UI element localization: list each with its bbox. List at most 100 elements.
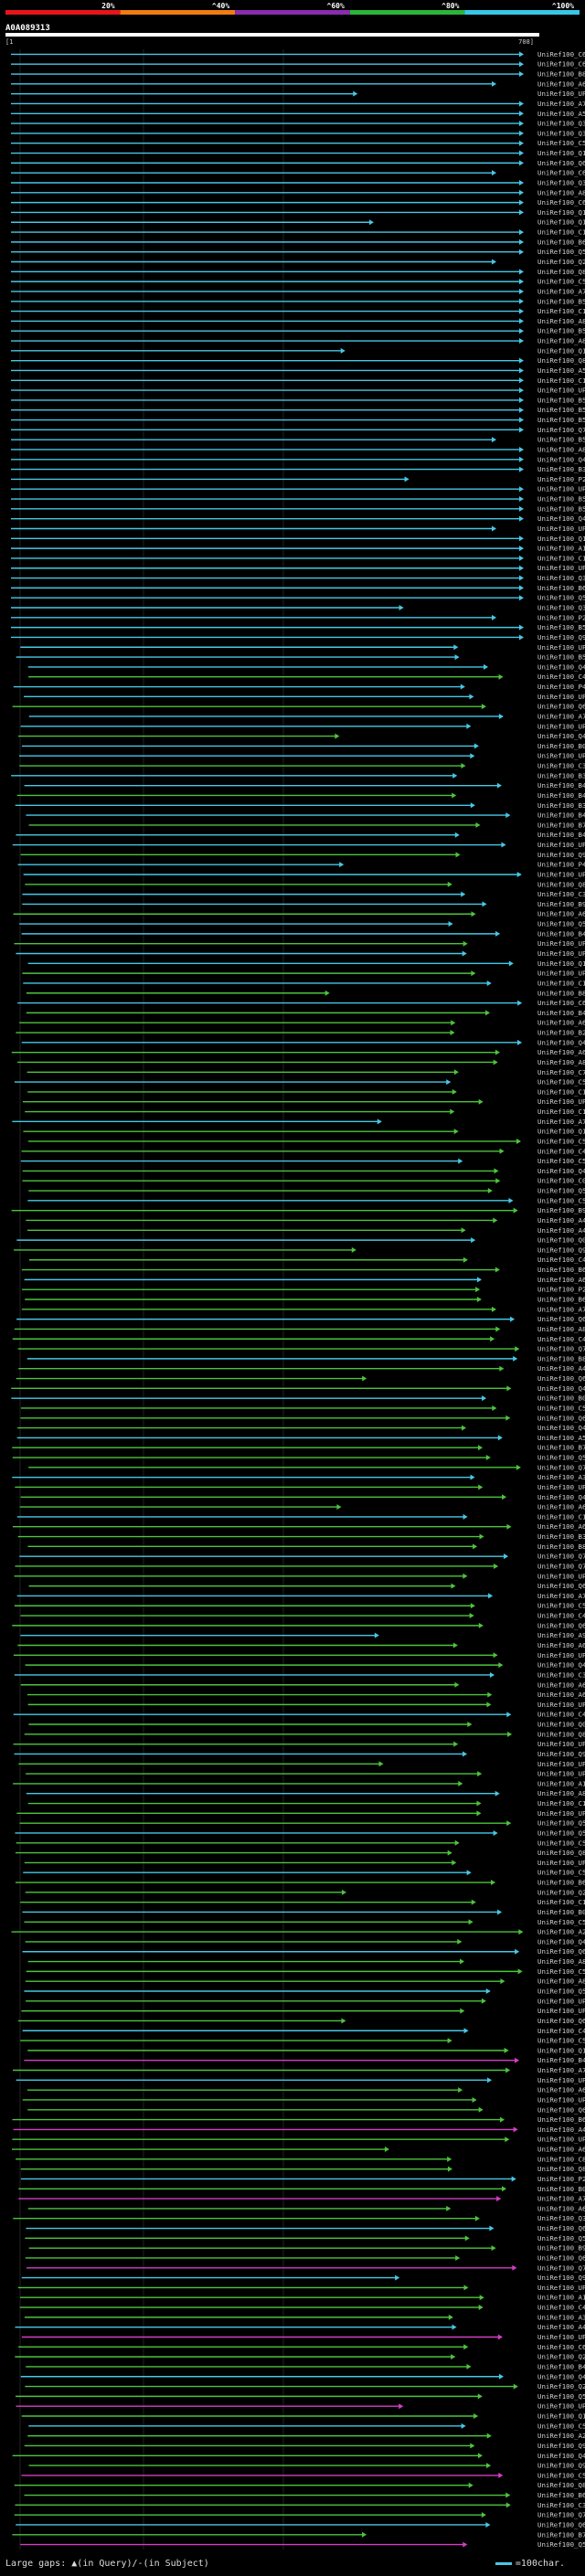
hit-label[interactable]: UniRef100_UP1000.. (537, 1859, 585, 1867)
hit-label[interactable]: UniRef100_C1BG51 (537, 376, 585, 385)
hit-label[interactable]: UniRef100_Q1E7V2 (537, 2412, 585, 2421)
hit-label[interactable]: UniRef100_UP1000.. (537, 525, 585, 533)
hit-label[interactable]: UniRef100_A6QE58 (537, 1641, 585, 1649)
hit-label[interactable]: UniRef100_C5DP58 (537, 1602, 585, 1610)
hit-label[interactable]: UniRef100_Q1H9Q0 (537, 2046, 585, 2054)
hit-label[interactable]: UniRef100_B8GPM9 (537, 989, 585, 997)
hit-label[interactable]: UniRef100_Q9XN28 (537, 1246, 585, 1254)
hit-label[interactable]: UniRef100_B6QK43 (537, 1296, 585, 1304)
hit-label[interactable]: UniRef100_Q6BZM2 (537, 2017, 585, 2025)
hit-label[interactable]: UniRef100_A1RHD8 (537, 545, 585, 553)
hit-label[interactable]: UniRef100_C6TK14 (537, 60, 585, 69)
hit-label[interactable]: UniRef100_Q8BKE0 (537, 1849, 585, 1857)
hit-label[interactable]: UniRef100_A6ZLX5 (537, 1276, 585, 1284)
hit-label[interactable]: UniRef100_Q5DFE9 (537, 1187, 585, 1195)
hit-label[interactable]: UniRef100_C3M5E0 (537, 2501, 585, 2509)
hit-label[interactable]: UniRef100_C3S8P7 (537, 890, 585, 898)
hit-label[interactable]: UniRef100_Q5KV44 (537, 1454, 585, 1462)
hit-label[interactable]: UniRef100_Q7RN39 (537, 1463, 585, 1471)
hit-label[interactable]: UniRef100_C4JXC6 (537, 1147, 585, 1155)
hit-label[interactable]: UniRef100_UP1000.. (537, 752, 585, 760)
hit-label[interactable]: UniRef100_A5KLT1 (537, 1434, 585, 1442)
hit-label[interactable]: UniRef100_Q5CN17 (537, 1829, 585, 1837)
hit-label[interactable]: UniRef100_B6QX44 (537, 2115, 585, 2124)
hit-label[interactable]: UniRef100_UP1000.. (537, 2007, 585, 2015)
hit-label[interactable]: UniRef100_Q20NP7 (537, 1888, 585, 1896)
hit-label[interactable]: UniRef100_B6T576 (537, 238, 585, 246)
hit-label[interactable]: UniRef100_A7V1W1 (537, 2066, 585, 2074)
hit-label[interactable]: UniRef100_Q0W0Z7 (537, 1721, 585, 1729)
hit-label[interactable]: UniRef100_UP1000.. (537, 643, 585, 652)
hit-label[interactable]: UniRef100_Q6DRM1 (537, 1621, 585, 1629)
hit-label[interactable]: UniRef100_B5XKF7 (537, 327, 585, 335)
hit-label[interactable]: UniRef100_UP1000.. (537, 722, 585, 730)
hit-label[interactable]: UniRef100_UP1000.. (537, 970, 585, 978)
hit-label[interactable]: UniRef100_A3DMU6 (537, 2313, 585, 2321)
hit-label[interactable]: UniRef100_Q5CY51 (537, 1819, 585, 1828)
hit-label[interactable]: UniRef100_Q38MU2 (537, 178, 585, 186)
hit-label[interactable]: UniRef100_C1GNM6 (537, 1108, 585, 1116)
hit-label[interactable]: UniRef100_Q7NUM3 (537, 2511, 585, 2519)
hit-label[interactable]: UniRef100_C5XY69 (537, 139, 585, 147)
hit-label[interactable]: UniRef100_B5XKN3 (537, 416, 585, 424)
hit-label[interactable]: UniRef100_C5X6B5 (537, 1157, 585, 1165)
hit-label[interactable]: UniRef100_B5XFD6 (537, 436, 585, 444)
hit-label[interactable]: UniRef100_B0Y838 (537, 1394, 585, 1403)
hit-label[interactable]: UniRef100_Q9S2D5 (537, 2462, 585, 2470)
hit-label[interactable]: UniRef100_A6SS04 (537, 1019, 585, 1027)
hit-label[interactable]: UniRef100_A7HM14 (537, 1118, 585, 1126)
hit-label[interactable]: UniRef100_A8L543 (537, 1957, 585, 1966)
hit-label[interactable]: UniRef100_A8BBZ5 (537, 1977, 585, 1986)
hit-label[interactable]: UniRef100_Q6CRB6 (537, 1582, 585, 1590)
hit-label[interactable]: UniRef100_P40301 (537, 861, 585, 869)
hit-label[interactable]: UniRef100_Q7Z488 (537, 1553, 585, 1561)
hit-label[interactable]: UniRef100_Q6P9V5 (537, 703, 585, 711)
hit-label[interactable]: UniRef100_C4R5T3 (537, 1612, 585, 1620)
hit-label[interactable]: UniRef100_B3P4B8 (537, 771, 585, 779)
hit-label[interactable]: UniRef100_Q38MS2 (537, 120, 585, 128)
hit-label[interactable]: UniRef100_B2W7D1 (537, 1029, 585, 1037)
hit-label[interactable]: UniRef100_B8M597 (537, 1354, 585, 1362)
hit-label[interactable]: UniRef100_Q10KF0 (537, 149, 585, 157)
hit-label[interactable]: UniRef100_B7FHR8 (537, 1444, 585, 1452)
hit-label[interactable]: UniRef100_UP1000.. (537, 1701, 585, 1709)
hit-label[interactable]: UniRef100_B9WC22 (537, 900, 585, 908)
hit-label[interactable]: UniRef100_Q9VLZ2 (537, 2274, 585, 2282)
hit-label[interactable]: UniRef100_B5XG15 (537, 297, 585, 305)
hit-label[interactable]: UniRef100_A4HC34 (537, 1364, 585, 1373)
hit-label[interactable]: UniRef100_Q9S4T9 (537, 1750, 585, 1758)
hit-label[interactable]: UniRef100_B4PQ28 (537, 2362, 585, 2370)
hit-label[interactable]: UniRef100_C8Z928 (537, 2155, 585, 2163)
hit-label[interactable]: UniRef100_Q4WQZ1 (537, 2452, 585, 2460)
hit-label[interactable]: UniRef100_Q8T0Y8 (537, 356, 585, 365)
hit-label[interactable]: UniRef100_A3GH54 (537, 1473, 585, 1481)
hit-label[interactable]: UniRef100_Q4Y2T8 (537, 1493, 585, 1501)
hit-label[interactable]: UniRef100_Q6V9D7 (537, 1374, 585, 1383)
hit-label[interactable]: UniRef100_B5XW50 (537, 406, 585, 414)
hit-label[interactable]: UniRef100_C6T749 (537, 198, 585, 207)
hit-label[interactable]: UniRef100_A1RV29 (537, 2294, 585, 2302)
hit-label[interactable]: UniRef100_B4PQ05 (537, 2056, 585, 2064)
hit-label[interactable]: UniRef100_Q8XO77 (537, 880, 585, 888)
hit-label[interactable]: UniRef100_C5KYK3 (537, 2037, 585, 2045)
hit-label[interactable]: UniRef100_Q54RR3 (537, 2540, 585, 2549)
hit-label[interactable]: UniRef100_Q75BC1 (537, 1562, 585, 1570)
hit-label[interactable]: UniRef100_C5PGQ6 (537, 2422, 585, 2430)
hit-label[interactable]: UniRef100_A7EYN0 (537, 1592, 585, 1600)
hit-label[interactable]: UniRef100_A7P8F0 (537, 2195, 585, 2203)
hit-label[interactable]: UniRef100_UP1000.. (537, 1483, 585, 1491)
hit-label[interactable]: UniRef100_B6RB41 (537, 584, 585, 592)
hit-label[interactable]: UniRef100_A4SNN4 (537, 2125, 585, 2134)
hit-label[interactable]: UniRef100_A4RYW4 (537, 1216, 585, 1224)
hit-label[interactable]: UniRef100_Q4R2L1 (537, 663, 585, 671)
hit-label[interactable]: UniRef100_UP1000.. (537, 2284, 585, 2292)
hit-label[interactable]: UniRef100_Q4R5K7 (537, 514, 585, 523)
hit-label[interactable]: UniRef100_UP1000.. (537, 870, 585, 878)
hit-label[interactable]: UniRef100_Q2VW56 (537, 2353, 585, 2361)
hit-label[interactable]: UniRef100_Q8L4H7 (537, 268, 585, 276)
hit-label[interactable]: UniRef100_UP1000.. (537, 485, 585, 493)
hit-label[interactable]: UniRef100_C7YZN2 (537, 1068, 585, 1076)
hit-label[interactable]: UniRef100_B7Q3X4 (537, 821, 585, 829)
hit-label[interactable]: UniRef100_C1EXQ4 (537, 228, 585, 237)
hit-label[interactable]: UniRef100_UP1000.. (537, 1997, 585, 2005)
